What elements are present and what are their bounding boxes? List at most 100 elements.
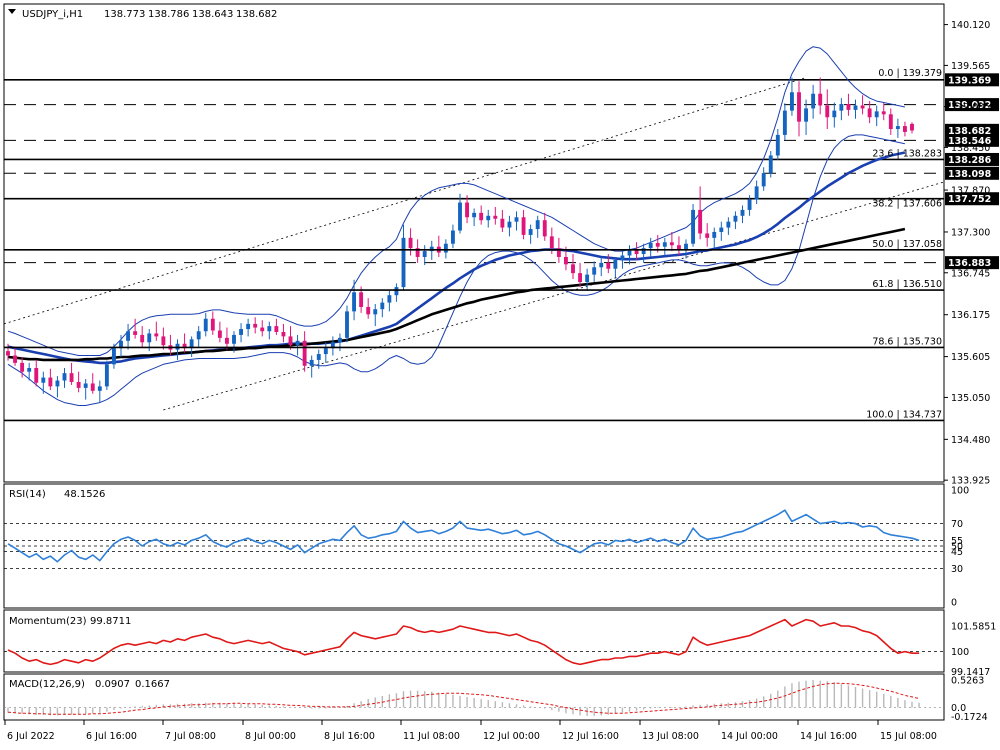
bollinger-lower-line bbox=[7, 134, 905, 406]
candle-body bbox=[620, 255, 625, 260]
momentum-tick-label: 101.5851 bbox=[951, 622, 996, 633]
chart-header: USDJPY_i,H1 138.773 138.786 138.643 138.… bbox=[8, 9, 277, 20]
time-tick-label: 14 Jul 16:00 bbox=[800, 731, 857, 742]
candle-body bbox=[41, 377, 46, 383]
candle-body bbox=[260, 327, 265, 332]
candle-body bbox=[846, 104, 851, 110]
price-tick-label: 133.925 bbox=[951, 476, 990, 487]
level-price-label: 139.032 bbox=[948, 100, 991, 111]
level-price-box bbox=[945, 98, 999, 112]
dropdown-triangle-icon[interactable] bbox=[8, 9, 16, 14]
level-price-box bbox=[945, 166, 999, 180]
level-price-label: 136.883 bbox=[948, 258, 991, 269]
level-price-box bbox=[945, 192, 999, 206]
momentum-panel-frame bbox=[3, 609, 945, 673]
level-price-label: 138.546 bbox=[948, 136, 992, 147]
candle-body bbox=[853, 105, 858, 110]
candle-body bbox=[825, 105, 830, 118]
candle-body bbox=[408, 237, 413, 249]
macd-tick-label: 0.0 bbox=[951, 703, 966, 714]
candle-body bbox=[486, 215, 491, 221]
candle-body bbox=[345, 311, 349, 338]
macd-tick-label: -0.1724 bbox=[951, 712, 988, 723]
rsi-tick-label: 45 bbox=[951, 547, 963, 558]
candle-body bbox=[203, 318, 208, 332]
moving-averages bbox=[7, 151, 906, 365]
candle-body bbox=[90, 383, 95, 391]
candle-body bbox=[154, 333, 159, 337]
candle-body bbox=[239, 329, 244, 335]
candle-body bbox=[450, 230, 455, 244]
momentum-tick-label: 99.1417 bbox=[951, 667, 990, 678]
candle-body bbox=[542, 220, 547, 237]
candle-body bbox=[119, 340, 123, 349]
candle-body bbox=[747, 199, 752, 210]
time-tick-label: 12 Jul 00:00 bbox=[483, 731, 540, 742]
current-price-box bbox=[945, 123, 999, 137]
candle-body bbox=[161, 336, 166, 346]
rsi-tick-label: 70 bbox=[951, 519, 963, 530]
candle-body bbox=[373, 309, 378, 315]
candle-body bbox=[401, 237, 406, 288]
macd-panel-frame bbox=[3, 673, 945, 721]
macd-label: MACD(12,26,9) bbox=[9, 679, 85, 690]
candle-body bbox=[571, 264, 575, 274]
time-tick-label: 15 Jul 08:00 bbox=[880, 731, 937, 742]
candle-body bbox=[133, 331, 138, 335]
candle-body bbox=[76, 381, 81, 388]
candle-body bbox=[705, 233, 710, 238]
momentum-panel[interactable]: 101.5851 100 99.1417 Momentum(23) 99.8711 bbox=[3, 609, 996, 678]
candlesticks bbox=[6, 77, 914, 403]
candle-body bbox=[48, 377, 53, 387]
fib-level-label: 50.0 | 137.058 bbox=[872, 239, 942, 250]
candle-body bbox=[599, 262, 604, 268]
main-price-panel[interactable]: 139.369 139.032 138.546 138.286 138.098 137.7… bbox=[3, 3, 999, 487]
candle-body bbox=[712, 231, 717, 238]
fib-level-label: 61.8 | 136.510 bbox=[872, 279, 942, 290]
rsi-tick-label: 50 bbox=[951, 542, 963, 553]
candle-body bbox=[507, 221, 512, 228]
candle-body bbox=[804, 108, 809, 122]
candle-body bbox=[288, 336, 293, 346]
price-tick-label: 139.005 bbox=[951, 102, 990, 113]
candle-body bbox=[684, 243, 688, 250]
price-tick-label: 137.300 bbox=[951, 227, 990, 238]
price-tick-label: 136.745 bbox=[951, 268, 990, 279]
fib-level-label: 0.0 | 139.379 bbox=[878, 68, 942, 79]
candle-body bbox=[323, 348, 328, 355]
macd-panel[interactable]: 0.5263 0.0-0.1724 MACD(12,26,9) 0.0907 0.… bbox=[3, 673, 988, 723]
macd-main-value: 0.0907 bbox=[95, 679, 130, 690]
candle-body bbox=[295, 340, 300, 346]
candle-body bbox=[387, 295, 392, 303]
fib-level-label: 23.6 | 138.283 bbox=[872, 149, 942, 160]
candle-body bbox=[83, 383, 88, 388]
candle-body bbox=[224, 337, 229, 344]
candle-body bbox=[281, 331, 286, 337]
candle-body bbox=[775, 134, 780, 156]
level-price-box bbox=[945, 73, 999, 87]
time-tick-label: 12 Jul 16:00 bbox=[562, 731, 619, 742]
candle-body bbox=[380, 302, 385, 310]
candle-body bbox=[500, 218, 505, 228]
price-tick-label: 135.605 bbox=[951, 352, 990, 363]
candle-body bbox=[479, 212, 484, 221]
candle-body bbox=[719, 227, 724, 232]
candle-body bbox=[811, 93, 816, 109]
price-tick-label: 138.450 bbox=[951, 143, 990, 154]
level-price-box bbox=[945, 256, 999, 270]
candle-body bbox=[740, 209, 745, 216]
candle-body bbox=[613, 259, 618, 269]
price-panel-frame bbox=[3, 3, 945, 483]
candle-body bbox=[69, 373, 74, 382]
channel-lower-line bbox=[163, 181, 945, 411]
candle-body bbox=[394, 287, 399, 296]
candle-body bbox=[585, 274, 590, 282]
candle-body bbox=[55, 380, 60, 387]
time-tick-label: 6 Jul 16:00 bbox=[86, 731, 137, 742]
candle-body bbox=[62, 373, 67, 381]
price-tick-label: 134.480 bbox=[951, 435, 990, 446]
price-tick-label: 137.870 bbox=[951, 186, 990, 197]
candle-body bbox=[549, 236, 554, 249]
